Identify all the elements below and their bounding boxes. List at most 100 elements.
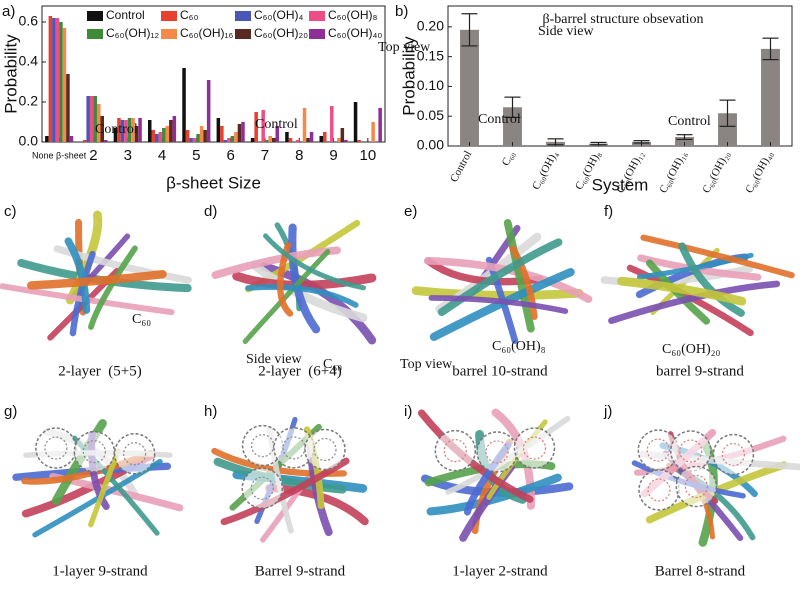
panel-label: c)	[4, 203, 17, 220]
x-tick-label: 7	[261, 147, 269, 164]
bar	[718, 113, 737, 146]
fullerene	[476, 431, 518, 473]
bar	[96, 104, 101, 142]
fullerene-ring	[684, 474, 708, 499]
bar	[460, 29, 479, 146]
bar	[319, 136, 324, 142]
x-tick-label: 2	[89, 147, 97, 164]
y-tick-label: 0.15	[417, 47, 444, 63]
bar	[206, 80, 211, 142]
ribbon	[503, 219, 535, 333]
bar	[172, 116, 177, 142]
bar	[271, 138, 276, 142]
bar	[761, 48, 780, 146]
x-tick-label: 9	[329, 147, 337, 164]
x-tick-label: C₆₀	[500, 149, 518, 168]
bar	[199, 126, 204, 142]
bar	[288, 138, 293, 142]
bar	[216, 118, 221, 142]
fullerene	[113, 432, 156, 475]
bar	[264, 140, 269, 142]
legend-swatch	[87, 11, 103, 21]
fullerene-ring	[250, 476, 274, 500]
y-axis-label: Probability	[399, 36, 418, 116]
structure-illustration	[631, 428, 800, 547]
annotation: Control	[255, 117, 298, 132]
legend-swatch	[161, 29, 177, 39]
ribbon	[263, 233, 367, 291]
bar	[93, 96, 97, 142]
legend-label: C₆₀(OH)₂₀	[254, 26, 308, 40]
annotation: C₆₀	[323, 357, 342, 372]
fullerene-ring	[647, 478, 671, 502]
bar	[254, 112, 258, 142]
bar	[250, 138, 255, 142]
x-tick-label: 6	[226, 147, 234, 164]
y-tick-label: 0.05	[417, 107, 444, 123]
fullerene-ring	[679, 439, 703, 463]
panel-label: f)	[604, 203, 613, 220]
fullerene	[241, 467, 283, 509]
fullerene	[638, 469, 680, 511]
fullerene	[712, 433, 755, 476]
y-tick-label: 0.6	[19, 13, 39, 29]
bar	[189, 138, 193, 142]
bar	[340, 128, 345, 142]
panel-label: e)	[404, 203, 417, 220]
bar	[134, 126, 139, 142]
bar	[230, 136, 235, 142]
bar	[295, 140, 300, 142]
bar	[285, 132, 289, 142]
bar	[162, 128, 166, 142]
fullerene-ring	[443, 439, 467, 463]
bar	[62, 28, 67, 142]
bar	[306, 138, 310, 142]
bar	[182, 68, 186, 142]
ribbon	[646, 259, 711, 325]
fullerene	[434, 429, 477, 472]
annotation: C₆₀(OH)₂₀	[662, 342, 721, 357]
ribbon	[411, 286, 584, 300]
bar	[169, 120, 173, 142]
legend-swatch	[235, 29, 251, 39]
y-axis-label: Probability	[1, 34, 20, 114]
error-bar	[762, 37, 779, 61]
fullerene	[73, 430, 116, 473]
x-tick-label: 5	[192, 147, 200, 164]
bar	[55, 18, 60, 142]
ribbon	[678, 242, 745, 317]
plot-frame	[447, 5, 793, 147]
ribbon	[509, 245, 538, 321]
bar	[147, 120, 152, 142]
fullerene-ring	[44, 436, 68, 460]
x-axis-label: System	[592, 175, 649, 194]
bar	[69, 136, 74, 142]
legend-swatch	[309, 11, 325, 21]
caption: Barrel 9-strand	[255, 563, 346, 579]
bar	[234, 132, 238, 142]
structure-illustration	[600, 234, 795, 337]
fullerene	[670, 430, 712, 472]
x-tick-label: C₆₀(OH)₁₆	[657, 149, 689, 195]
annotation: Top view	[400, 357, 453, 372]
caption: 1-layer 2-strand	[452, 563, 548, 579]
bar	[185, 130, 190, 142]
bar	[371, 122, 375, 142]
legend-swatch	[161, 11, 177, 21]
fullerene-ring	[522, 436, 547, 460]
x-tick-label: 3	[124, 147, 132, 164]
fullerene-ring	[250, 434, 275, 458]
ribbon	[245, 284, 359, 308]
ribbon	[640, 234, 795, 279]
caption: barrel 10-strand	[452, 363, 548, 379]
ribbon	[645, 461, 788, 524]
annotation: Top view	[378, 40, 431, 55]
structure-illustration	[211, 416, 369, 543]
bar	[675, 137, 694, 146]
structure-illustration	[417, 408, 574, 542]
bar	[268, 136, 272, 142]
bar	[66, 74, 70, 142]
panel-label: g)	[4, 403, 17, 420]
fullerene-ring	[313, 437, 337, 462]
